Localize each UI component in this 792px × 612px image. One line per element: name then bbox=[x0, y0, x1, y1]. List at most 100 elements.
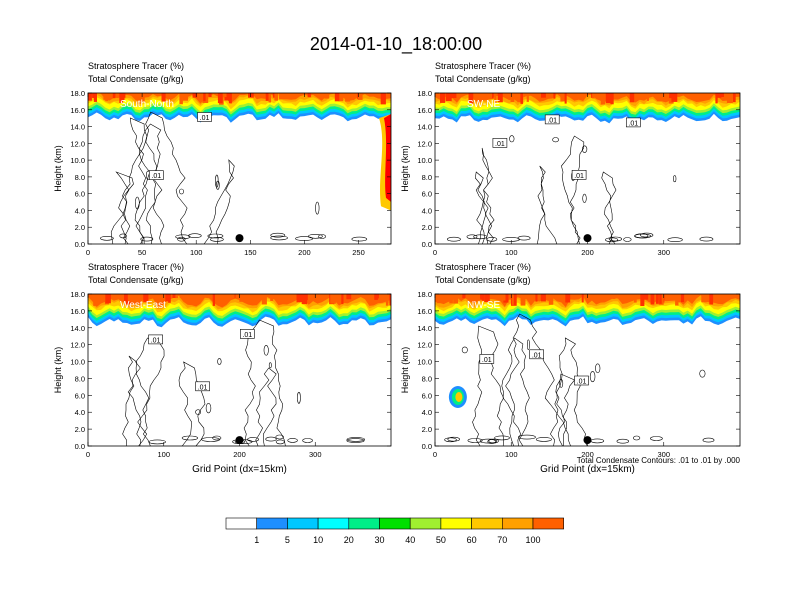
tracer-streak bbox=[112, 93, 116, 99]
condensate-contour bbox=[466, 234, 478, 240]
tracer-streak bbox=[307, 294, 311, 302]
tracer-streak bbox=[581, 294, 584, 303]
tracer-streak bbox=[239, 294, 244, 302]
tracer-streak bbox=[350, 93, 355, 101]
contour-label: .01 bbox=[200, 115, 210, 122]
tracer-streak bbox=[93, 294, 97, 306]
panel-header-condensate: Total Condensate (g/kg) bbox=[88, 74, 184, 84]
y-tick-label: 6.0 bbox=[422, 391, 432, 400]
condensate-contour bbox=[501, 337, 530, 446]
tracer-streak bbox=[324, 93, 330, 99]
tracer-streak bbox=[436, 294, 441, 304]
condensate-contour bbox=[275, 439, 285, 445]
y-tick-label: 0.0 bbox=[75, 240, 85, 249]
tracer-streak bbox=[228, 93, 232, 104]
tracer-streak bbox=[270, 294, 274, 301]
condensate-contour bbox=[486, 237, 498, 242]
tracer-streak bbox=[453, 294, 458, 304]
tracer-streak bbox=[511, 294, 517, 306]
tracer-streak bbox=[274, 93, 279, 101]
tracer-streak bbox=[715, 93, 718, 104]
tracer-streak bbox=[535, 294, 538, 302]
tracer-streak bbox=[560, 93, 566, 102]
tracer-streak bbox=[494, 93, 497, 104]
condensate-contour bbox=[623, 237, 632, 242]
condensate-contour bbox=[561, 135, 585, 244]
contour-label: .01 bbox=[532, 352, 542, 359]
tracer-streak bbox=[484, 294, 490, 303]
condensate-contour bbox=[179, 188, 184, 195]
y-tick-label: 4.0 bbox=[422, 408, 432, 417]
colorbar-label: 100 bbox=[525, 535, 540, 545]
condensate-contour bbox=[203, 159, 235, 244]
condensate-contour bbox=[134, 123, 165, 244]
condensate-contour bbox=[178, 361, 206, 446]
tracer-streak bbox=[182, 93, 188, 101]
panel-header-condensate: Total Condensate (g/kg) bbox=[435, 275, 531, 285]
condensate-contour bbox=[351, 236, 368, 242]
y-tick-label: 14.0 bbox=[417, 324, 432, 333]
condensate-contour bbox=[270, 232, 286, 238]
tracer-streak bbox=[529, 294, 535, 301]
y-tick-label: 2.0 bbox=[422, 223, 432, 232]
y-tick-label: 8.0 bbox=[75, 173, 85, 182]
contour-label-box bbox=[479, 354, 495, 364]
tracer-streak bbox=[719, 93, 724, 97]
tracer-streak bbox=[489, 93, 493, 100]
tracer-streak bbox=[105, 93, 109, 101]
contour-label: .01 bbox=[151, 173, 161, 180]
condensate-contour bbox=[265, 436, 277, 442]
tracer-streak bbox=[301, 294, 308, 305]
condensate-contour bbox=[297, 391, 301, 404]
condensate-contour bbox=[605, 237, 619, 243]
condensate-contour bbox=[122, 355, 151, 446]
y-tick-label: 2.0 bbox=[75, 223, 85, 232]
tracer-streak bbox=[222, 93, 227, 98]
tracer-streak bbox=[449, 294, 453, 304]
colorbar-swatch bbox=[225, 517, 258, 530]
condensate-contour bbox=[255, 367, 277, 446]
tracer-streak bbox=[172, 294, 177, 298]
condensate-contour bbox=[608, 236, 623, 242]
tracer-streak bbox=[380, 93, 386, 105]
tracer-streak bbox=[553, 93, 556, 99]
tracer-streak bbox=[156, 294, 161, 299]
x-tick-label: 0 bbox=[86, 248, 90, 257]
condensate-contour bbox=[473, 234, 488, 240]
tracer-streak bbox=[248, 93, 254, 98]
tracer-streak bbox=[445, 93, 452, 102]
tracer-streak bbox=[179, 93, 183, 105]
condensate-contour bbox=[135, 196, 140, 210]
condensate-contour bbox=[287, 438, 298, 443]
tracer-streak bbox=[143, 294, 149, 303]
tracer-streak bbox=[230, 294, 235, 298]
condensate-contour bbox=[217, 358, 222, 365]
condensate-contour bbox=[247, 437, 259, 442]
condensate-contour bbox=[175, 234, 191, 240]
x-tick-label: 100 bbox=[190, 248, 203, 257]
condensate-contour bbox=[446, 236, 461, 242]
condensate-contour bbox=[302, 438, 313, 443]
tracer-streak bbox=[491, 93, 494, 99]
x-tick-label: 0 bbox=[86, 450, 90, 459]
y-tick-label: 6.0 bbox=[75, 391, 85, 400]
condensate-contour bbox=[488, 438, 499, 444]
colorbar-label: 60 bbox=[467, 535, 477, 545]
condensate-contour bbox=[346, 438, 365, 443]
location-marker bbox=[235, 234, 244, 243]
panel-header-tracer: Stratosphere Tracer (%) bbox=[88, 262, 184, 272]
y-tick-label: 8.0 bbox=[422, 173, 432, 182]
tracer-streak bbox=[134, 294, 138, 301]
y-tick-label: 12.0 bbox=[417, 139, 432, 148]
y-tick-label: 14.0 bbox=[70, 123, 85, 132]
contour-label-box bbox=[529, 349, 545, 360]
tracer-streak bbox=[357, 93, 363, 100]
tracer-streak bbox=[389, 294, 391, 306]
y-axis-label: Height (km) bbox=[400, 347, 410, 394]
panel-header-tracer: Stratosphere Tracer (%) bbox=[435, 61, 531, 71]
condensate-contour bbox=[447, 436, 460, 442]
tracer-streak bbox=[600, 93, 605, 105]
contour-label-box bbox=[544, 114, 560, 125]
tracer-streak bbox=[92, 93, 96, 98]
